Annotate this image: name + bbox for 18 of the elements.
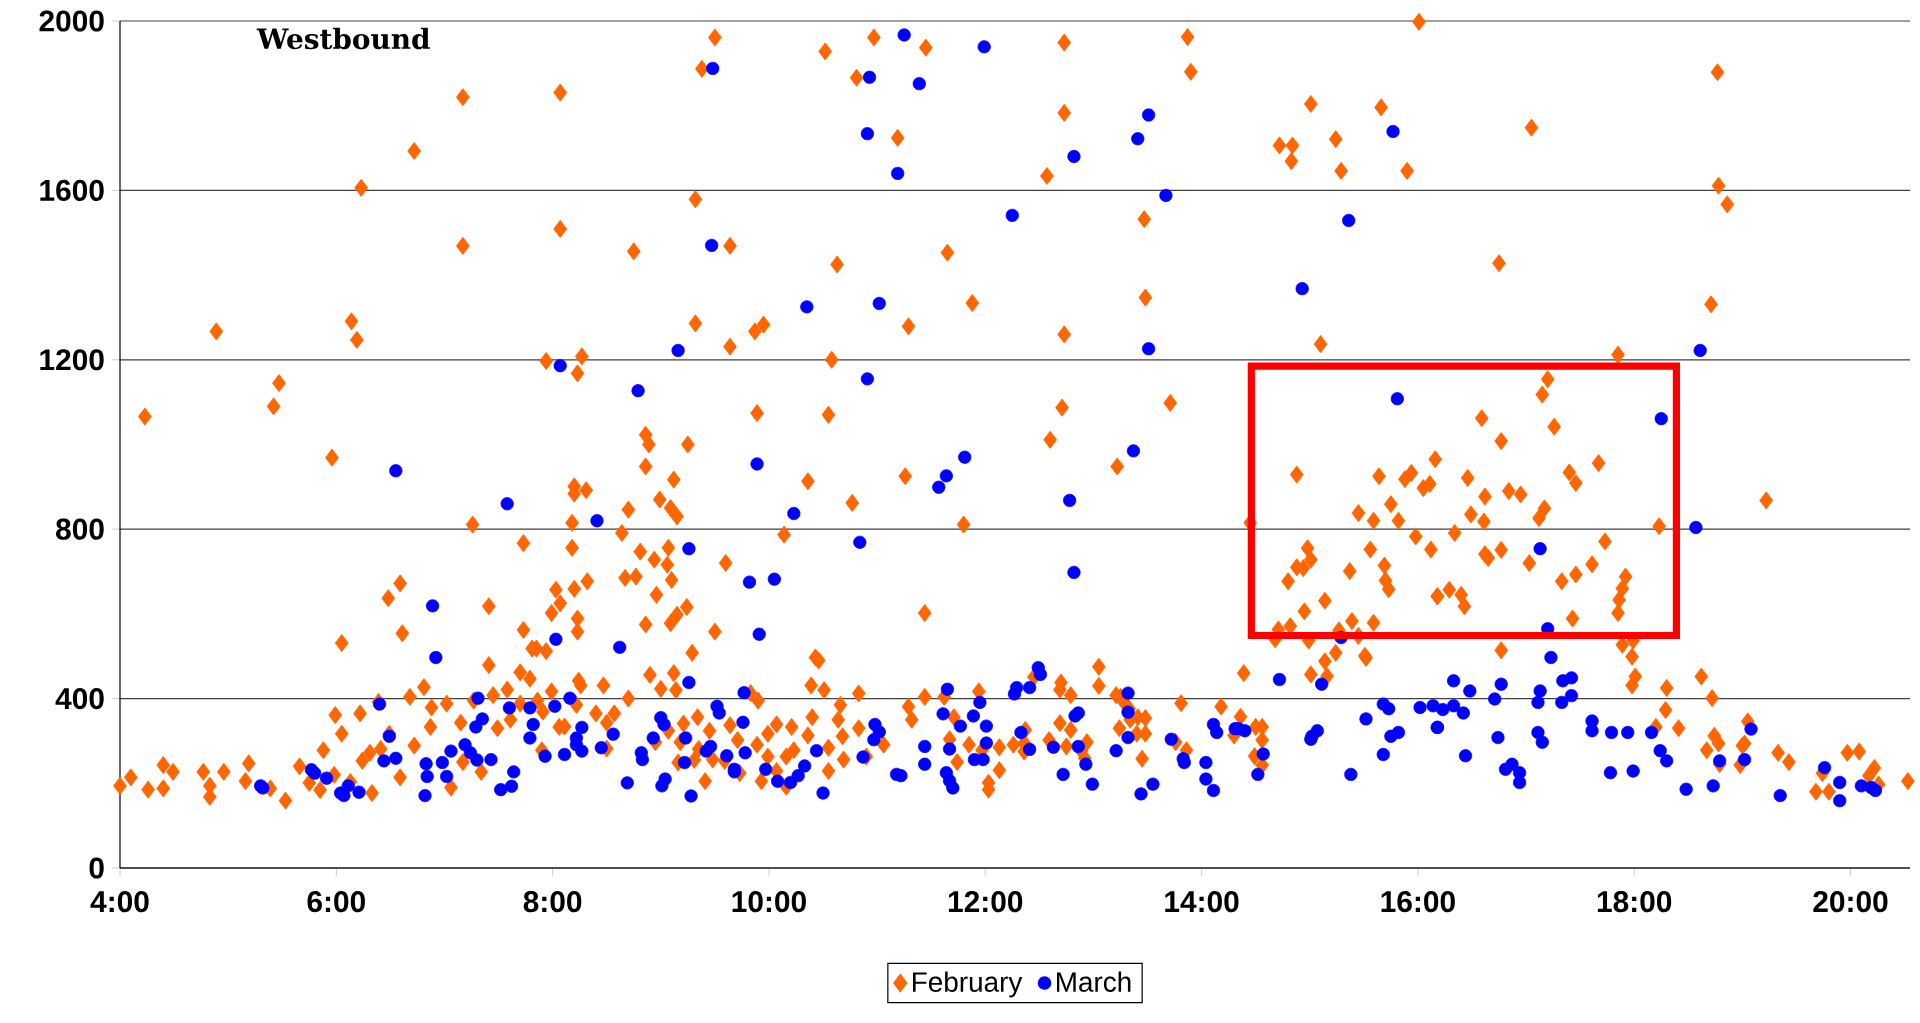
legend-label: February xyxy=(912,971,1023,998)
y-tick-label: 2000 xyxy=(39,10,104,32)
x-tick-label: 6:00 xyxy=(307,891,365,913)
chart-title: Westbound xyxy=(256,27,430,50)
x-tick-label: 20:00 xyxy=(1813,891,1888,913)
x-tick-label: 16:00 xyxy=(1381,891,1455,913)
x-tick-label: 4:00 xyxy=(90,891,149,913)
x-tick-label: 10:00 xyxy=(732,891,806,913)
y-tick-label: 0 xyxy=(89,857,104,879)
legend-label: March xyxy=(1056,971,1131,992)
y-tick-label: 800 xyxy=(56,518,104,540)
x-tick-label: 8:00 xyxy=(523,891,582,913)
x-tick-label: 14:00 xyxy=(1165,891,1239,913)
y-tick-label: 1200 xyxy=(40,349,104,371)
y-tick-label: 400 xyxy=(55,688,104,710)
x-tick-label: 18:00 xyxy=(1597,891,1672,913)
y-tick-label: 1600 xyxy=(40,179,104,201)
x-tick-label: 12:00 xyxy=(948,891,1023,913)
